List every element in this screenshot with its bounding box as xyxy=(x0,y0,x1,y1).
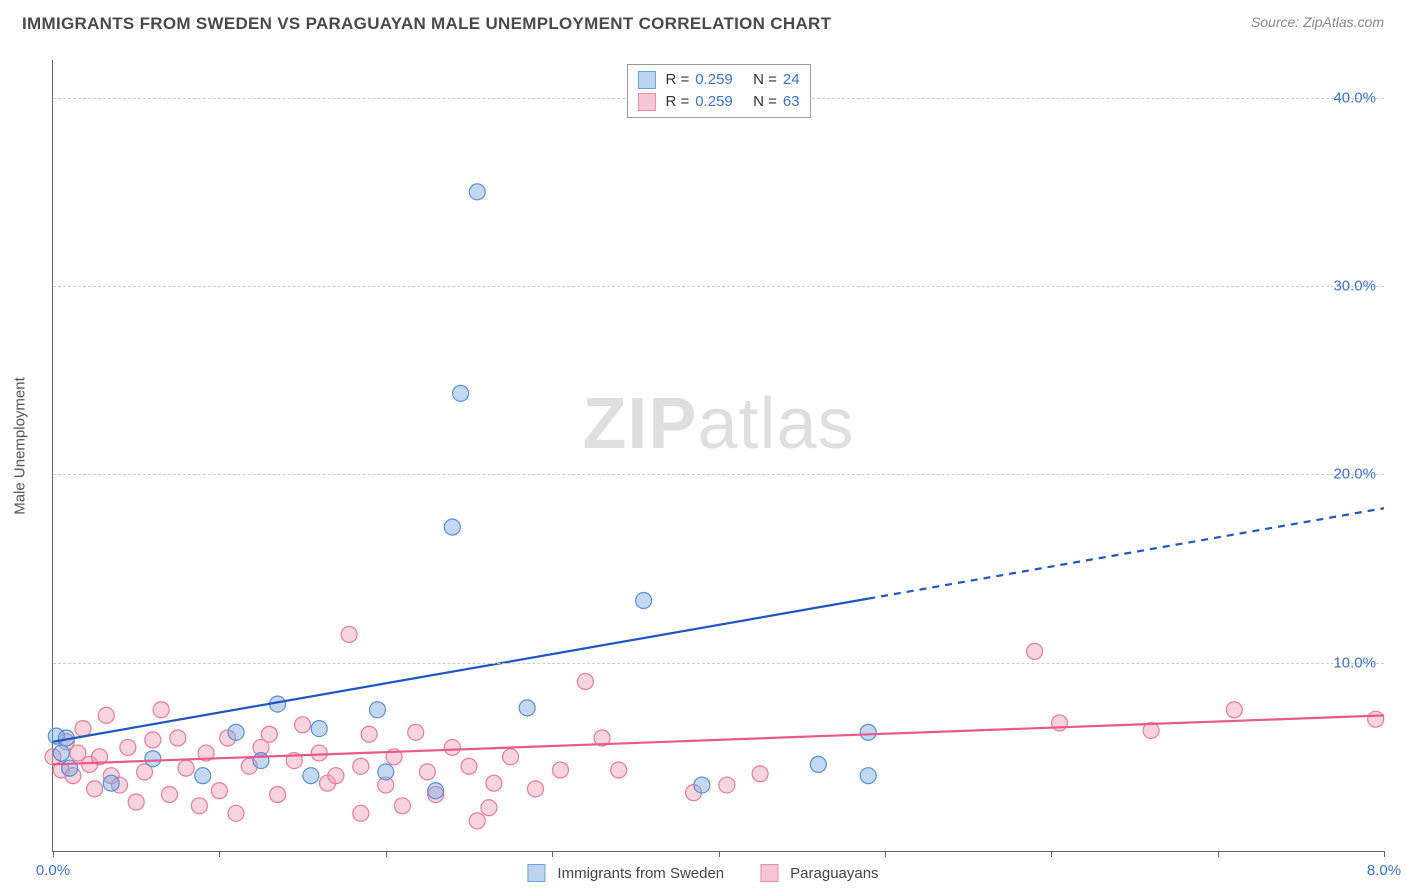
x-tick xyxy=(386,851,387,857)
x-tick xyxy=(1384,851,1385,857)
legend-row-sweden: R = 0.259 N = 24 xyxy=(637,69,799,91)
gridline xyxy=(53,474,1384,475)
x-tick xyxy=(552,851,553,857)
y-tick-label: 30.0% xyxy=(1333,278,1376,295)
x-tick xyxy=(1051,851,1052,857)
gridline xyxy=(53,286,1384,287)
y-tick-label: 20.0% xyxy=(1333,466,1376,483)
legend-label-sweden: Immigrants from Sweden xyxy=(557,865,724,882)
x-tick xyxy=(719,851,720,857)
chart-plot-area: ZIPatlas R = 0.259 N = 24 R = 0.259 N = … xyxy=(52,60,1384,852)
x-tick xyxy=(53,851,54,857)
swatch-sweden-bottom xyxy=(527,864,545,882)
scatter-svg xyxy=(53,60,1384,851)
swatch-paraguay-bottom xyxy=(760,864,778,882)
source-attribution: Source: ZipAtlas.com xyxy=(1251,14,1384,30)
x-tick xyxy=(219,851,220,857)
series-legend: Immigrants from Sweden Paraguayans xyxy=(527,864,878,882)
x-tick-label-right: 8.0% xyxy=(1367,862,1401,879)
x-tick-label-left: 0.0% xyxy=(36,862,70,879)
page-title: IMMIGRANTS FROM SWEDEN VS PARAGUAYAN MAL… xyxy=(22,14,831,34)
legend-label-paraguay: Paraguayans xyxy=(790,865,878,882)
y-tick-label: 40.0% xyxy=(1333,89,1376,106)
x-tick xyxy=(1218,851,1219,857)
x-tick xyxy=(885,851,886,857)
swatch-paraguay xyxy=(637,93,655,111)
y-axis-label: Male Unemployment xyxy=(12,377,29,515)
legend-item-sweden: Immigrants from Sweden xyxy=(527,864,724,882)
correlation-legend: R = 0.259 N = 24 R = 0.259 N = 63 xyxy=(626,64,810,118)
legend-row-paraguay: R = 0.259 N = 63 xyxy=(637,91,799,113)
y-tick-label: 10.0% xyxy=(1333,654,1376,671)
gridline xyxy=(53,663,1384,664)
legend-item-paraguay: Paraguayans xyxy=(760,864,878,882)
swatch-sweden xyxy=(637,71,655,89)
